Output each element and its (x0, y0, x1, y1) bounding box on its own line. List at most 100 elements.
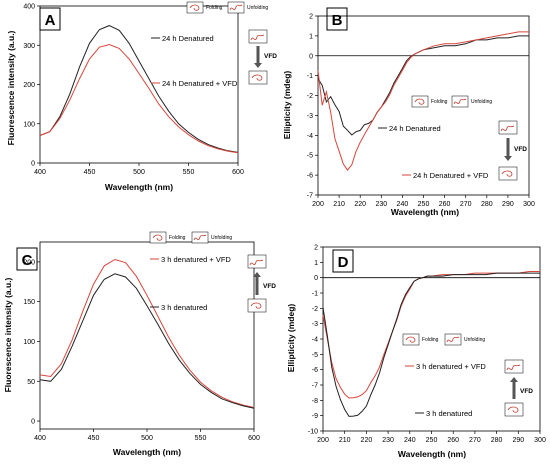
panel-a-fold-legend: Folding Unfolding (186, 1, 268, 14)
panel-d-fold-legend: Folding Unfolding (402, 333, 485, 346)
panel-c-plot-frame (39, 241, 255, 430)
y-tick-label: 200 (23, 82, 35, 89)
panel-d-series (322, 271, 540, 417)
panel-a-letter: A (45, 12, 56, 29)
y-tick-label: 200 (23, 259, 35, 266)
y-tick-label: -5 (307, 153, 313, 160)
x-tick-label: 270 (460, 201, 472, 208)
panel-d-y-label: Ellipticity (mdeg) (286, 304, 296, 373)
panel-d-x-label: Wavelength (nm) (398, 449, 466, 459)
panel-c-vfd-arrow: VFD (247, 254, 276, 313)
y-tick-label: -2 (312, 306, 318, 313)
unfolding-label: Unfolding (471, 99, 492, 105)
y-tick-label: 2 (309, 14, 313, 21)
folding-icon (186, 1, 204, 14)
folding-icon (149, 231, 167, 244)
y-tick-label: -2 (307, 93, 313, 100)
x-tick-label: 500 (133, 169, 145, 176)
folding-label: Folding (431, 99, 448, 105)
y-tick-label: 0 (314, 275, 318, 282)
panel-b-letter: B (332, 12, 343, 29)
x-tick-label: 260 (447, 437, 459, 444)
panel-d: D 200 210 220 230 240 250 260 270 280 290 300-10-9… (286, 245, 546, 460)
series-line-1 (39, 25, 239, 153)
panel-d-legend: 3 h denatured + VFD 3 h denatured (405, 362, 486, 418)
y-tick-label: 400 (23, 4, 35, 11)
folding-icon (504, 402, 524, 417)
panel-b-axes: 200 210 220 230 240 250 260 270 280 290 300-7-6-5-… (307, 14, 535, 209)
folding-icon (248, 70, 268, 85)
panel-d-letter: D (338, 254, 349, 271)
x-tick-label: 290 (502, 201, 514, 208)
x-tick-label: 260 (439, 201, 451, 208)
y-tick-label: -8 (312, 398, 318, 405)
folding-label: Folding (169, 235, 186, 241)
x-tick-label: 200 (312, 201, 324, 208)
y-tick-label: -7 (307, 193, 313, 200)
vfd-label: VFD (514, 146, 527, 153)
x-tick-label: 240 (397, 201, 409, 208)
panel-b-x-label: Wavelength (nm) (391, 207, 459, 217)
folding-icon (498, 166, 518, 181)
panel-b-fold-legend: Folding Unfolding (411, 95, 492, 108)
x-tick-label: 450 (84, 169, 96, 176)
legend-b-series-1: 24 h Denatured (389, 124, 441, 133)
panel-d-axes: 200 210 220 230 240 250 260 270 280 290 300-10-9-8… (308, 245, 546, 445)
unfolding-icon (498, 120, 518, 135)
series-line-2 (39, 273, 255, 409)
vfd-label: VFD (264, 53, 277, 60)
y-tick-label: -4 (312, 337, 318, 344)
panel-b-letter-box (326, 7, 348, 31)
folding-label: Folding (422, 337, 439, 343)
vfd-label: VFD (263, 283, 276, 290)
legend-b-series-2: 24 h Denatured + VFD (413, 171, 489, 180)
panel-c-letter: C (22, 252, 33, 269)
panel-c-axes: 400 450 500 550 600 0 50 100 150 200 (23, 259, 260, 442)
panel-c-y-label: Fluorescence intensity (a.u.) (3, 277, 13, 392)
panel-d-vfd-arrow: VFD (504, 359, 533, 417)
folding-icon (247, 298, 267, 313)
x-tick-label: 500 (141, 435, 153, 442)
x-tick-label: 210 (339, 437, 351, 444)
panel-b-legend: 24 h Denatured 24 h Denatured + VFD (378, 124, 489, 180)
panel-b-series (317, 31, 529, 171)
x-tick-label: 220 (361, 437, 373, 444)
y-tick-label: 0 (309, 53, 313, 60)
y-tick-label: -7 (312, 383, 318, 390)
y-tick-label: -6 (307, 173, 313, 180)
y-tick-label: 0 (31, 161, 35, 168)
x-tick-label: 200 (317, 437, 329, 444)
x-tick-label: 550 (195, 435, 207, 442)
y-tick-label: 300 (23, 43, 35, 50)
y-tick-label: 150 (23, 299, 35, 306)
series-line-2 (322, 272, 540, 417)
y-tick-label: -4 (307, 133, 313, 140)
legend-d-series-2: 3 h denatured (426, 409, 472, 418)
panel-c-x-label: Wavelength (nm) (113, 447, 181, 457)
legend-a-series-1: 24 h Denatured (162, 34, 214, 43)
unfolding-label: Unfolding (247, 5, 268, 11)
y-tick-label: -1 (312, 291, 318, 298)
x-tick-label: 220 (354, 201, 366, 208)
unfolding-icon (247, 254, 267, 269)
panel-c-letter-box (16, 247, 38, 271)
folding-label: Folding (206, 5, 223, 11)
series-line-1 (317, 35, 529, 136)
panel-a-legend: 24 h Denatured 24 h Denatured + VFD (151, 34, 238, 88)
x-tick-label: 450 (88, 435, 100, 442)
x-tick-label: 600 (232, 169, 244, 176)
unfolding-label: Unfolding (211, 235, 232, 241)
arrow-up-icon (253, 272, 261, 277)
vfd-label: VFD (520, 388, 533, 395)
series-line-1 (39, 258, 255, 408)
y-tick-label: -10 (308, 429, 318, 436)
panel-c: C 400 450 500 550 600 0 50 100 150 200 Wavelength… (3, 231, 276, 457)
legend-c-series-2: 3 h denatured (161, 303, 207, 312)
y-tick-label: 100 (23, 121, 35, 128)
panel-c-series (39, 258, 255, 409)
y-tick-label: -9 (312, 413, 318, 420)
panel-a-x-label: Wavelength (nm) (105, 182, 173, 192)
folding-icon (411, 95, 429, 108)
panel-a-series (39, 25, 239, 154)
x-tick-label: 290 (512, 437, 524, 444)
